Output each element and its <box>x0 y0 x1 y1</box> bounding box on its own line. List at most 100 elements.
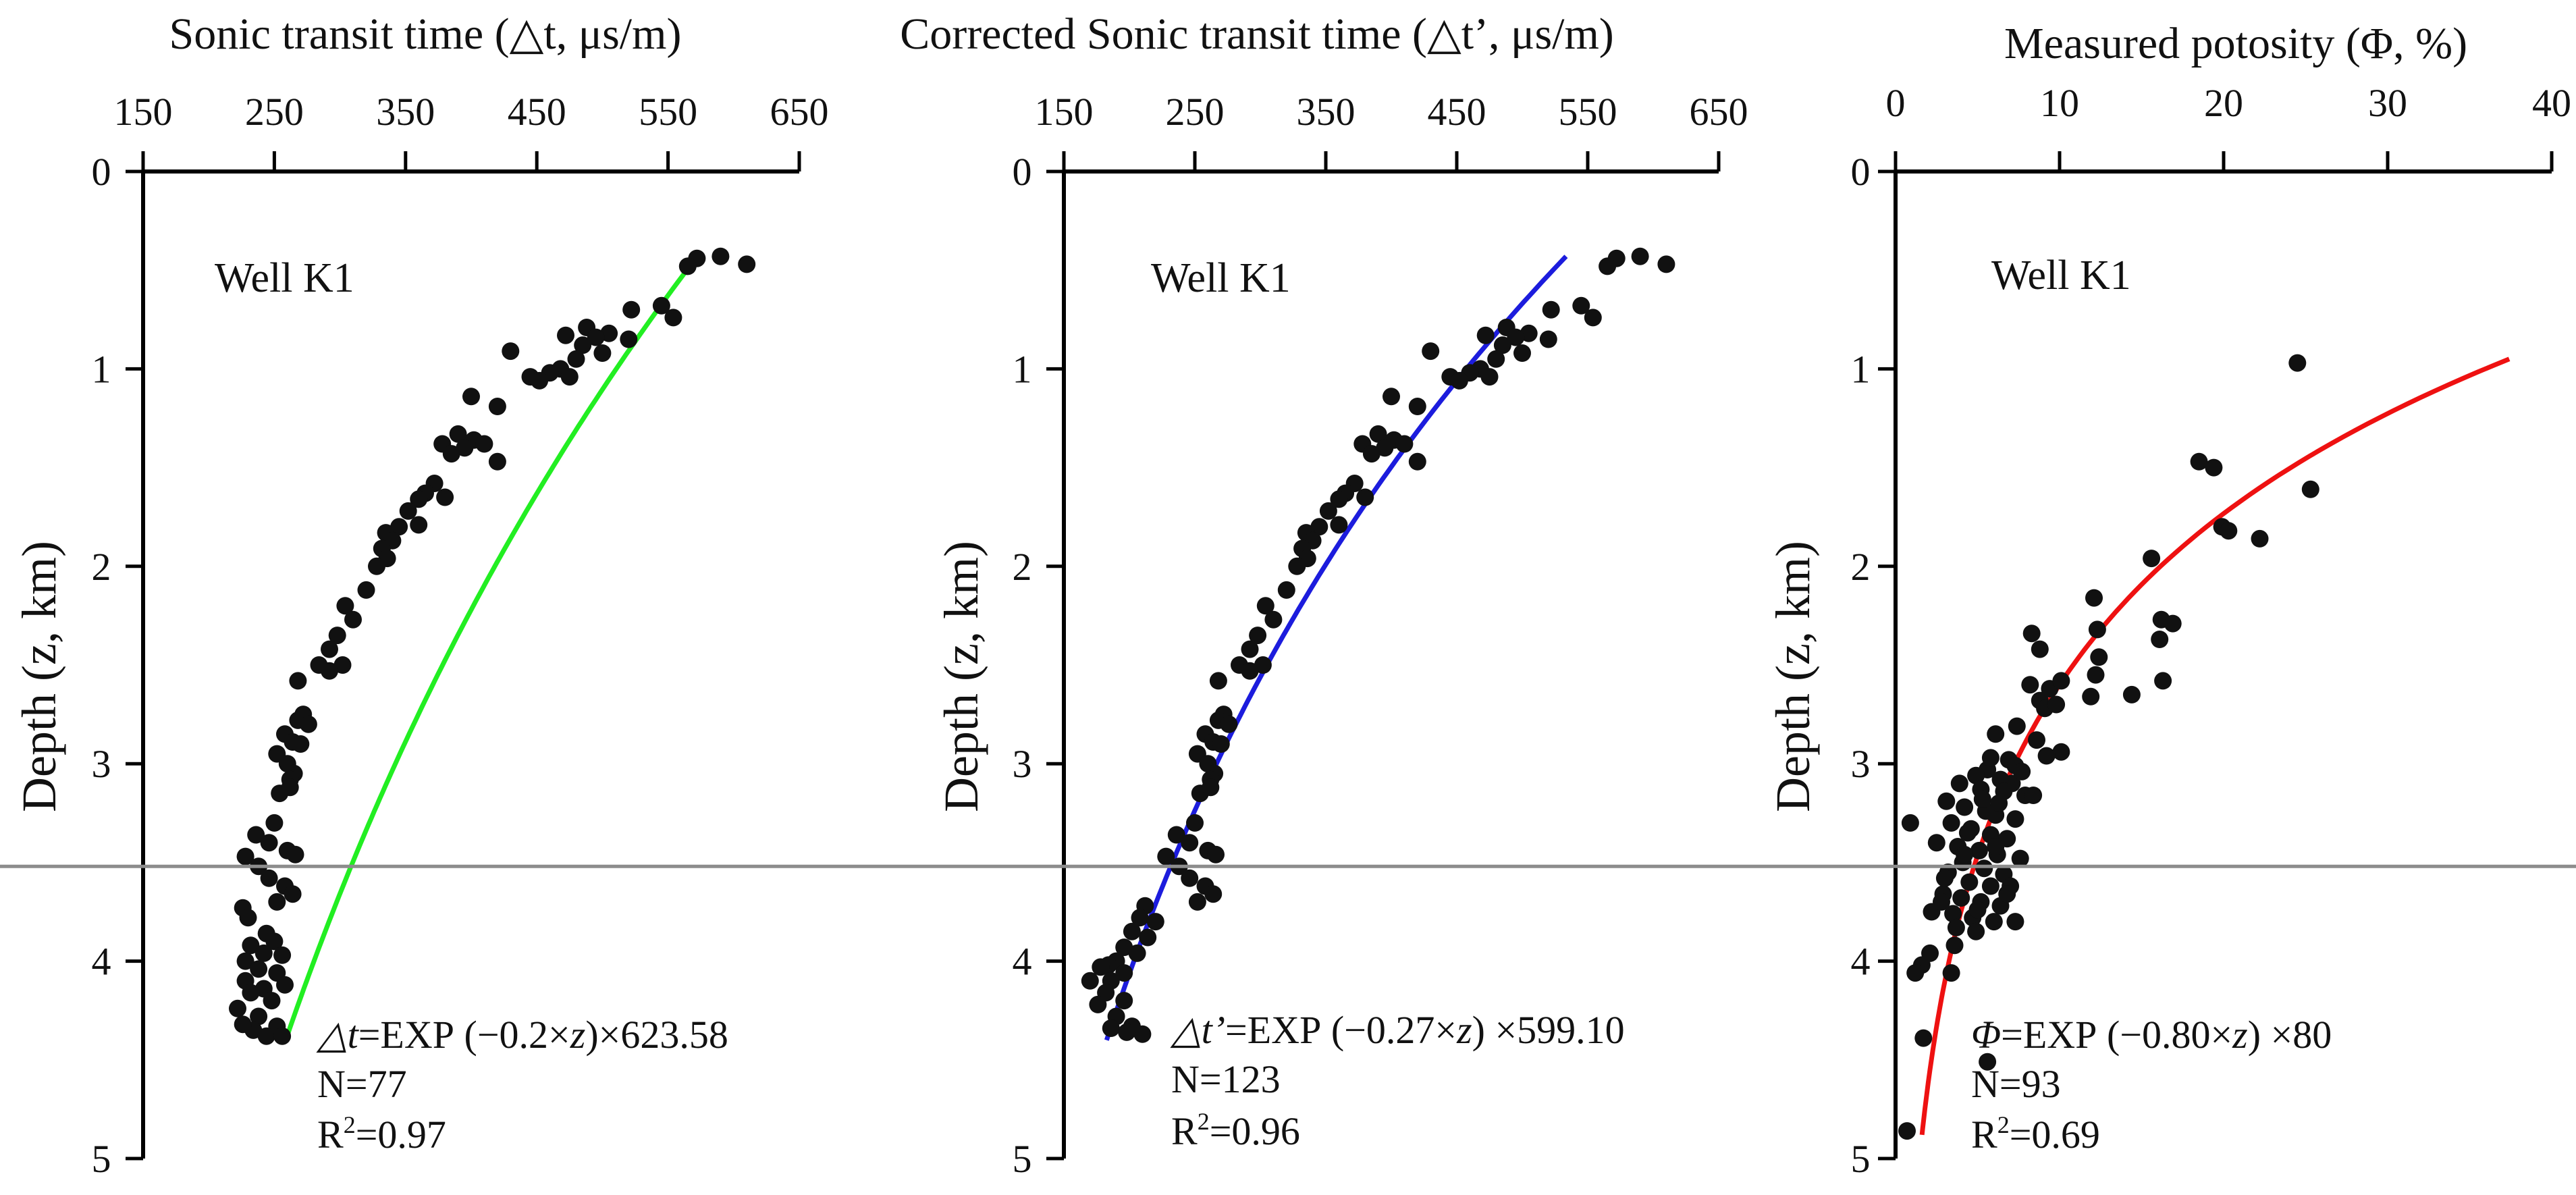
r2-value: =0.96 <box>1210 1109 1300 1153</box>
y-tick-label: 5 <box>92 1137 111 1181</box>
data-point <box>321 662 338 680</box>
data-point <box>2037 747 2056 765</box>
data-point <box>1181 869 1199 887</box>
data-point <box>281 778 299 797</box>
data-point <box>1975 859 1993 878</box>
r2-sup: 2 <box>1198 1108 1210 1135</box>
data-point <box>399 502 417 520</box>
data-point <box>260 869 278 887</box>
data-point <box>2220 522 2238 540</box>
data-point <box>1987 725 2005 743</box>
data-point <box>250 1007 268 1026</box>
data-point <box>1115 992 1133 1010</box>
equation-tail: ) ×80 <box>2248 1013 2332 1057</box>
data-point <box>265 932 284 951</box>
data-point <box>344 610 362 629</box>
x-tick-label: 350 <box>1297 90 1356 134</box>
data-point <box>242 984 260 1002</box>
data-point <box>236 847 254 866</box>
data-point <box>2085 589 2103 607</box>
equation-lhs: △t’ <box>1170 1008 1225 1052</box>
r2-label: R2=0.69 <box>1971 1111 2100 1157</box>
data-point <box>1408 398 1426 415</box>
x-tick-label: 450 <box>1428 90 1486 134</box>
data-point <box>462 388 480 406</box>
data-point <box>1480 368 1499 386</box>
data-point <box>1146 913 1164 931</box>
data-point <box>242 936 260 955</box>
data-point <box>1369 425 1387 443</box>
equation-tail: )×623.58 <box>585 1013 728 1057</box>
data-point <box>2013 762 2031 780</box>
y-tick-label: 1 <box>92 347 111 391</box>
x-tick-label: 550 <box>1559 90 1617 134</box>
data-point <box>1319 502 1337 520</box>
data-point <box>587 328 605 346</box>
y-tick-label: 0 <box>1851 150 1871 194</box>
data-point <box>1408 452 1426 471</box>
data-point <box>1956 845 1974 864</box>
data-point <box>442 445 460 463</box>
n-label: N=123 <box>1171 1057 1281 1101</box>
data-point <box>1572 296 1590 315</box>
data-point <box>1956 798 1974 816</box>
data-point <box>1952 889 1970 907</box>
data-point <box>257 1027 275 1045</box>
data-point <box>2028 731 2045 749</box>
r2-sup: 2 <box>1997 1111 2010 1138</box>
data-point <box>321 640 338 658</box>
data-point <box>2164 614 2182 633</box>
data-point <box>229 999 246 1017</box>
r2-value: =0.97 <box>356 1113 446 1157</box>
data-point <box>738 255 756 273</box>
y-tick-label: 3 <box>92 742 111 786</box>
data-point <box>1362 445 1380 463</box>
data-point <box>289 672 307 690</box>
data-point <box>2031 640 2049 658</box>
fit-equation: △t’=EXP (−0.27×z) ×599.10 <box>1170 1008 1625 1052</box>
y-tick-label: 4 <box>1851 940 1871 984</box>
data-point <box>263 992 281 1010</box>
x-tick-label: 250 <box>245 90 304 134</box>
r2-label: R2=0.96 <box>1171 1108 1300 1153</box>
data-point <box>1204 885 1223 903</box>
data-point <box>1476 326 1495 344</box>
data-point <box>410 490 428 508</box>
data-point <box>488 398 506 415</box>
r2-prefix: R <box>1971 1113 1997 1157</box>
equation-var: z <box>1456 1008 1472 1052</box>
data-point <box>560 368 579 386</box>
r2-prefix: R <box>1171 1109 1198 1153</box>
data-point <box>1935 869 1954 887</box>
equation-rhs: =EXP (−0.80× <box>2001 1013 2232 1057</box>
data-point <box>1968 901 1987 919</box>
data-point <box>1249 627 1267 645</box>
data-point <box>1356 488 1374 506</box>
data-point <box>678 257 697 275</box>
data-point <box>2205 458 2223 477</box>
data-point <box>273 946 292 964</box>
data-point <box>1202 778 1220 797</box>
x-tick-label: 150 <box>114 90 173 134</box>
data-point <box>1209 672 1227 690</box>
x-tick-label: 150 <box>1035 90 1094 134</box>
y-tick-label: 0 <box>1013 150 1032 194</box>
data-point <box>1167 826 1185 844</box>
data-point <box>299 715 317 733</box>
data-point <box>1092 958 1110 976</box>
data-point <box>1128 944 1146 962</box>
axes: 150 250 350 450 550 650 0 1 2 3 4 5 <box>92 90 829 1181</box>
data-point <box>1493 336 1511 354</box>
data-point <box>250 960 268 978</box>
data-point <box>1946 936 1964 955</box>
data-point <box>531 371 549 390</box>
data-point <box>1277 581 1295 599</box>
data-point <box>567 350 585 368</box>
data-point <box>2151 631 2169 648</box>
well-label: Well K1 <box>1151 255 1291 301</box>
data-point <box>2088 620 2106 639</box>
data-point <box>1933 893 1950 911</box>
data-point <box>1981 877 2000 895</box>
data-point <box>1914 1029 1933 1047</box>
data-point <box>2143 550 2161 568</box>
